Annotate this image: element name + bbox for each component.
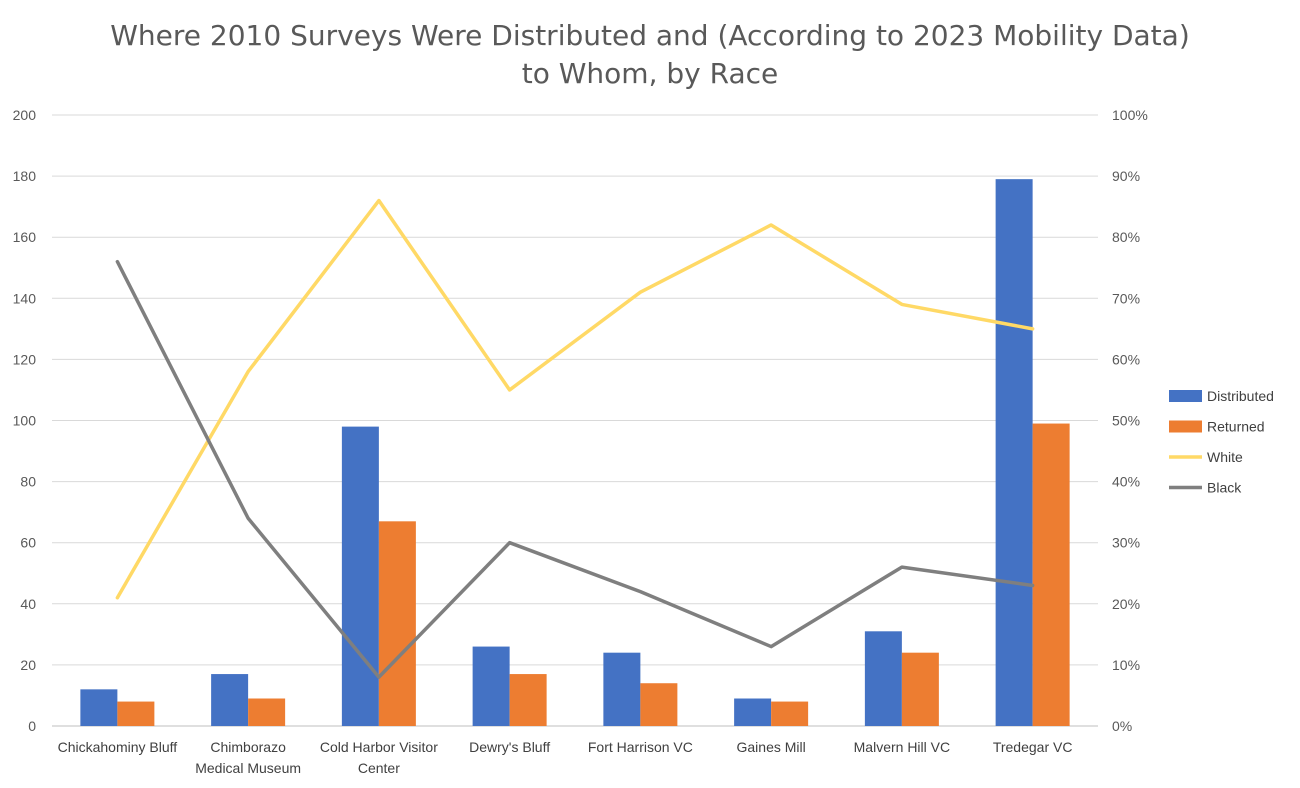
legend: Distributed Returned White Black xyxy=(1169,388,1274,496)
right-tick-label: 20% xyxy=(1112,596,1140,612)
legend-swatch-distributed xyxy=(1169,390,1202,402)
right-tick-label: 30% xyxy=(1112,535,1140,551)
left-tick-label: 0 xyxy=(28,718,36,734)
bars xyxy=(80,179,1070,726)
legend-label-white: White xyxy=(1207,449,1243,465)
left-tick-label: 140 xyxy=(13,290,37,306)
legend-label-black: Black xyxy=(1207,480,1242,496)
bar-returned xyxy=(640,683,678,726)
bar-distributed xyxy=(995,179,1033,726)
bar-returned xyxy=(117,701,155,726)
left-tick-label: 80 xyxy=(20,474,36,490)
category-label: Dewry's Bluff xyxy=(469,739,550,755)
category-labels: Chickahominy Bluff Chimborazo Medical Muse… xyxy=(58,739,1073,776)
bar-returned xyxy=(901,652,939,726)
right-tick-label: 40% xyxy=(1112,474,1140,490)
left-tick-label: 160 xyxy=(13,229,37,245)
category-label: Center xyxy=(358,760,400,776)
bar-returned xyxy=(509,674,547,726)
bar-distributed xyxy=(341,426,379,726)
bar-distributed xyxy=(603,652,641,726)
legend-swatch-returned xyxy=(1169,420,1202,433)
gridlines xyxy=(52,114,1098,727)
left-tick-label: 20 xyxy=(20,657,36,673)
bar-returned xyxy=(771,701,809,726)
bar-distributed xyxy=(211,674,249,726)
bar-distributed xyxy=(80,689,118,726)
bar-distributed xyxy=(734,698,772,726)
left-tick-label: 200 xyxy=(13,107,37,123)
right-tick-label: 60% xyxy=(1112,351,1140,367)
category-label: Chickahominy Bluff xyxy=(58,739,178,755)
lines xyxy=(115,198,1035,679)
bar-returned xyxy=(1032,423,1070,726)
category-label: Tredegar VC xyxy=(993,739,1073,755)
bar-returned xyxy=(248,698,286,726)
left-tick-label: 40 xyxy=(20,596,36,612)
line-black xyxy=(115,259,1035,679)
right-tick-label: 70% xyxy=(1112,290,1140,306)
chart-title-line: Where 2010 Surveys Were Distributed and … xyxy=(110,19,1190,52)
chart-title: Where 2010 Surveys Were Distributed and … xyxy=(110,19,1190,90)
category-label: Gaines Mill xyxy=(737,739,806,755)
right-tick-label: 80% xyxy=(1112,229,1140,245)
right-tick-label: 0% xyxy=(1112,718,1132,734)
right-tick-label: 90% xyxy=(1112,168,1140,184)
category-label: Medical Museum xyxy=(195,760,301,776)
legend-label-distributed: Distributed xyxy=(1207,388,1274,404)
right-tick-label: 50% xyxy=(1112,413,1140,429)
category-label: Cold Harbor Visitor xyxy=(320,739,438,755)
left-tick-label: 60 xyxy=(20,535,36,551)
bar-distributed xyxy=(864,631,902,726)
category-label: Chimborazo xyxy=(210,739,286,755)
legend-label-returned: Returned xyxy=(1207,419,1265,435)
left-axis: 0 20 40 60 80 100 120 140 160 180 200 xyxy=(13,107,37,734)
line-white xyxy=(115,198,1035,600)
chart-title-line: to Whom, by Race xyxy=(522,57,779,90)
category-label: Fort Harrison VC xyxy=(588,739,693,755)
right-tick-label: 10% xyxy=(1112,657,1140,673)
bar-returned xyxy=(378,521,416,726)
right-axis: 0% 10% 20% 30% 40% 50% 60% 70% 80% 90% 100% xyxy=(1112,107,1148,734)
right-tick-label: 100% xyxy=(1112,107,1148,123)
left-tick-label: 100 xyxy=(13,413,37,429)
left-tick-label: 120 xyxy=(13,351,37,367)
left-tick-label: 180 xyxy=(13,168,37,184)
category-label: Malvern Hill VC xyxy=(854,739,950,755)
bar-distributed xyxy=(472,646,510,726)
